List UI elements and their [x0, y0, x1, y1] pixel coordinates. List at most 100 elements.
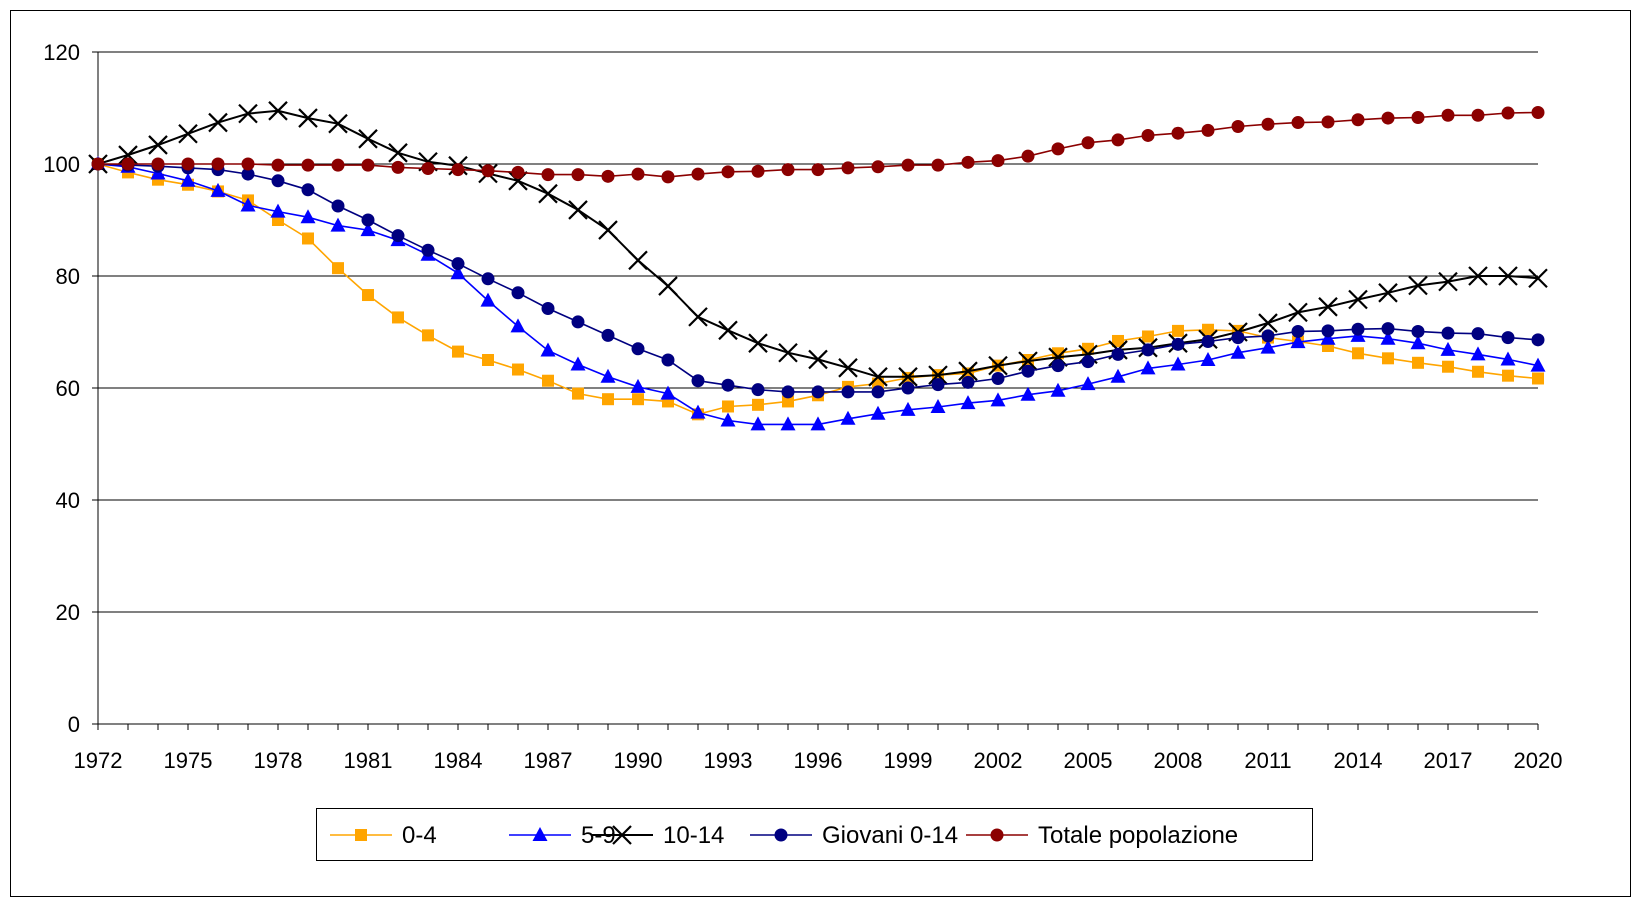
data-point-10-14: [148, 135, 168, 155]
data-point-giovani-0-14: [991, 371, 1005, 385]
data-point-giovani-0-14: [931, 378, 945, 392]
data-point-0-4: [752, 398, 764, 411]
data-point-totale-popolazione: [1051, 142, 1065, 156]
legend-box: [316, 808, 1313, 861]
y-tick-label: 80: [56, 264, 80, 289]
data-point-totale-popolazione: [271, 158, 285, 172]
data-point-10-14: [1438, 271, 1458, 292]
y-tick-label: 40: [56, 488, 80, 513]
data-point-5-9: [1230, 344, 1246, 359]
data-point-10-14: [118, 145, 138, 165]
data-point-totale-popolazione: [661, 170, 675, 184]
data-point-totale-popolazione: [691, 167, 705, 181]
data-point-10-14: [358, 129, 378, 149]
data-point-totale-popolazione: [241, 157, 255, 171]
data-point-giovani-0-14: [1441, 326, 1455, 340]
data-point-5-9: [270, 203, 286, 218]
y-tick-label: 60: [56, 376, 80, 401]
data-point-giovani-0-14: [661, 353, 675, 367]
data-point-5-9: [1440, 341, 1456, 356]
data-point-10-14: [808, 349, 828, 370]
data-point-totale-popolazione: [961, 155, 975, 169]
data-point-totale-popolazione: [1321, 115, 1335, 129]
data-point-5-9: [1500, 351, 1516, 366]
data-point-5-9: [690, 404, 706, 419]
x-tick-label: 1981: [344, 748, 393, 773]
legend-item-giovani-0-14: Giovani 0-14: [750, 822, 958, 849]
data-point-5-9: [870, 405, 886, 420]
legend-swatch-marker: [612, 825, 632, 845]
data-point-10-14: [538, 183, 558, 204]
data-point-giovani-0-14: [1411, 324, 1425, 338]
chart-border: [10, 10, 1631, 897]
data-point-0-4: [1142, 330, 1154, 343]
data-point-5-9: [960, 395, 976, 410]
data-point-totale-popolazione: [391, 160, 405, 174]
data-point-totale-popolazione: [1231, 119, 1245, 133]
data-point-10-14: [328, 113, 348, 134]
data-point-giovani-0-14: [421, 243, 435, 257]
data-point-5-9: [540, 342, 556, 357]
series-totale-popolazione: [91, 105, 1545, 184]
y-tick-label: 20: [56, 600, 80, 625]
data-point-10-14: [748, 333, 768, 353]
x-tick-label: 1999: [884, 748, 933, 773]
x-tick-label: 1984: [434, 748, 483, 773]
data-point-giovani-0-14: [451, 257, 465, 271]
data-point-5-9: [450, 265, 466, 280]
data-point-10-14: [238, 103, 258, 124]
data-point-10-14: [1258, 313, 1278, 333]
data-point-giovani-0-14: [1531, 333, 1545, 347]
data-point-giovani-0-14: [961, 375, 975, 389]
data-point-totale-popolazione: [331, 158, 345, 172]
data-point-giovani-0-14: [811, 385, 825, 399]
x-tick-label: 1978: [254, 748, 303, 773]
data-point-0-4: [1202, 323, 1214, 336]
legend: 0-4 5-9 10-14 Giovani 0-14 Totale popolazion…: [316, 808, 1313, 861]
data-point-5-9: [750, 416, 766, 431]
data-point-10-14: [598, 220, 618, 240]
data-point-5-9: [300, 209, 316, 224]
data-point-giovani-0-14: [481, 272, 495, 286]
data-point-5-9: [1380, 330, 1396, 345]
data-point-giovani-0-14: [1021, 364, 1035, 378]
data-point-5-9: [1140, 360, 1156, 375]
data-point-totale-popolazione: [1201, 123, 1215, 137]
data-point-totale-popolazione: [541, 168, 555, 182]
data-point-totale-popolazione: [631, 167, 645, 181]
data-point-totale-popolazione: [841, 161, 855, 175]
data-point-totale-popolazione: [1111, 133, 1125, 147]
data-point-giovani-0-14: [511, 286, 525, 300]
data-point-0-4: [302, 232, 314, 245]
x-tick-label: 1975: [164, 748, 213, 773]
data-point-0-4: [392, 311, 404, 324]
data-point-giovani-0-14: [1321, 324, 1335, 338]
data-point-0-4: [602, 393, 614, 406]
data-point-0-4: [1472, 365, 1484, 378]
data-point-10-14: [778, 342, 798, 363]
data-point-giovani-0-14: [1051, 359, 1065, 373]
y-tick-label: 100: [43, 152, 80, 177]
data-point-10-14: [1318, 297, 1338, 317]
legend-item-0-4: 0-4: [330, 822, 437, 849]
data-point-totale-popolazione: [361, 158, 375, 172]
data-point-0-4: [362, 289, 374, 302]
data-point-0-4: [1352, 347, 1364, 360]
y-tick-label: 0: [68, 712, 80, 737]
data-point-10-14: [1408, 275, 1428, 296]
data-point-giovani-0-14: [1471, 327, 1485, 341]
data-point-10-14: [1288, 302, 1308, 323]
data-point-totale-popolazione: [1261, 117, 1275, 131]
data-point-giovani-0-14: [691, 374, 705, 388]
data-point-giovani-0-14: [1171, 337, 1185, 351]
data-point-totale-popolazione: [91, 157, 105, 171]
legend-swatch-marker: [355, 829, 367, 841]
x-tick-label: 1972: [74, 748, 123, 773]
data-point-0-4: [512, 363, 524, 376]
legend-swatch-marker: [532, 827, 548, 841]
data-point-totale-popolazione: [1081, 136, 1095, 150]
x-tick-label: 1990: [614, 748, 663, 773]
data-point-5-9: [510, 318, 526, 333]
data-point-giovani-0-14: [301, 183, 315, 197]
